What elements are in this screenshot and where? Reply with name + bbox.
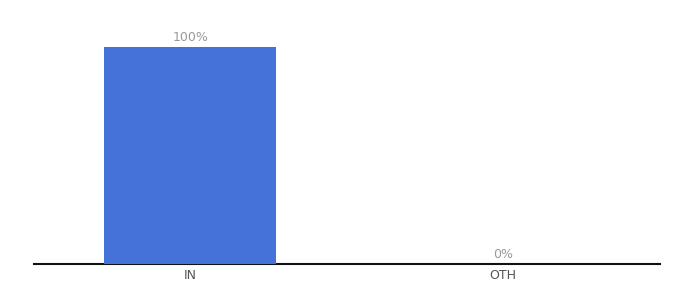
Bar bbox=[105, 47, 276, 264]
Text: 0%: 0% bbox=[493, 248, 513, 261]
Text: 100%: 100% bbox=[173, 31, 208, 44]
